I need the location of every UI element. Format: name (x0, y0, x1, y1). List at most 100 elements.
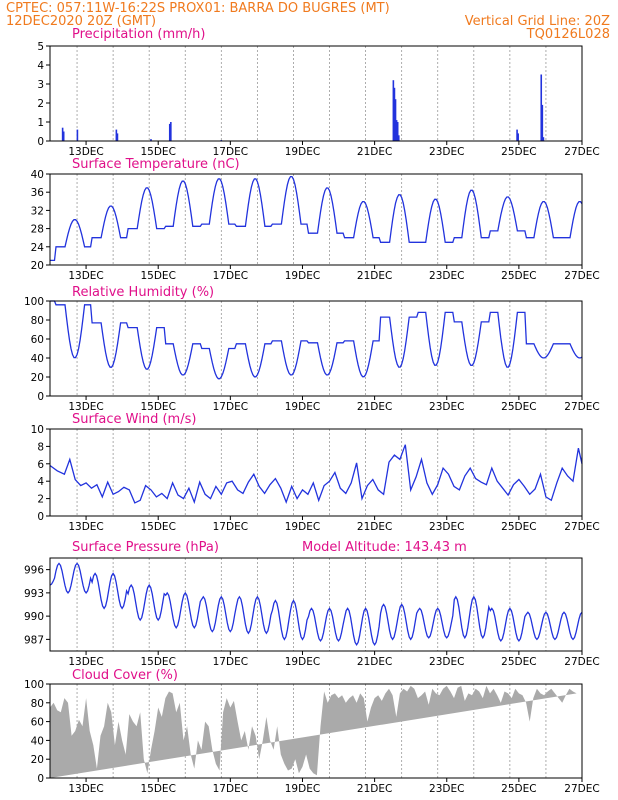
y-tick-label: 2 (37, 494, 44, 506)
y-tick-label: 0 (37, 136, 44, 148)
x-tick-label: 21DEC (357, 270, 392, 282)
x-tick-label: 17DEC (213, 146, 248, 158)
x-tick-label: 21DEC (357, 783, 392, 795)
x-tick-label: 19DEC (285, 783, 320, 795)
x-tick-label: 27DEC (564, 783, 599, 795)
x-tick-label: 25DEC (501, 146, 536, 158)
x-tick-label: 27DEC (564, 146, 599, 158)
precipitation-bar (170, 122, 172, 141)
x-tick-label: 17DEC (213, 656, 248, 668)
x-tick-label: 17DEC (213, 401, 248, 413)
precipitation-bar (517, 133, 519, 141)
x-tick-label: 19DEC (285, 146, 320, 158)
y-tick-label: 987 (24, 634, 44, 646)
x-tick-label: 27DEC (564, 521, 599, 533)
y-tick-label: 32 (31, 205, 44, 217)
precipitation-bar (397, 135, 400, 141)
panel-frame (49, 173, 583, 266)
x-tick-label: 27DEC (564, 401, 599, 413)
header-datetime: 12DEC2020 20Z (GMT) (6, 14, 156, 29)
y-tick-label: 20 (31, 260, 44, 272)
y-tick-label: 24 (31, 242, 45, 254)
y-tick-label: 60 (31, 717, 44, 729)
precipitation-bar (395, 120, 398, 141)
x-tick-label: 13DEC (68, 521, 103, 533)
y-tick-label: 20 (31, 372, 44, 384)
x-tick-label: 15DEC (140, 401, 175, 413)
y-tick-label: 6 (37, 459, 44, 471)
precipitation-bar (62, 131, 65, 141)
x-tick-label: 13DEC (68, 401, 103, 413)
precipitation-bar (115, 129, 118, 141)
wind-panel: 0 2 4 6 8 10 13DEC 15DEC 17DEC 19DEC 21DEC 23DEC 25D… (31, 424, 600, 533)
x-tick-label: 15DEC (140, 656, 175, 668)
x-tick-label: 15DEC (140, 521, 175, 533)
x-tick-label: 23DEC (429, 401, 464, 413)
x-tick-label: 23DEC (429, 270, 464, 282)
y-tick-label: 20 (31, 754, 44, 766)
x-tick-label: 21DEC (357, 401, 392, 413)
y-tick-label: 28 (31, 224, 44, 236)
precipitation-bar (61, 127, 64, 141)
header-model-code: TQ0126L028 (526, 27, 610, 42)
y-tick-label: 3 (37, 79, 44, 91)
x-tick-label: 13DEC (68, 270, 103, 282)
temperature-panel: 20 24 28 32 36 40 13DEC 15DEC 17DEC 19DEC 21DEC 23D… (31, 169, 600, 282)
y-tick-label: 990 (24, 611, 44, 623)
x-tick-label: 17DEC (213, 270, 248, 282)
precipitation-bar (396, 122, 399, 141)
y-tick-label: 36 (31, 187, 45, 199)
x-tick-label: 23DEC (429, 656, 464, 668)
panel-frame (49, 557, 583, 652)
y-tick-label: 1 (37, 117, 44, 129)
x-tick-label: 27DEC (564, 270, 599, 282)
x-tick-label: 25DEC (501, 401, 536, 413)
panel-title-pressure: Surface Pressure (hPa) (72, 540, 219, 555)
panel-frame (49, 300, 583, 397)
panel-frame (49, 683, 583, 779)
y-tick-label: 0 (37, 773, 44, 785)
precipitation-bar (150, 139, 152, 141)
y-tick-label: 996 (24, 565, 44, 577)
x-tick-label: 17DEC (213, 783, 248, 795)
y-tick-label: 993 (24, 588, 44, 600)
humidity-panel: 0 20 40 60 80 100 13DEC 15DEC 17DEC 19DEC 21DEC 23D… (24, 296, 600, 413)
y-tick-label: 40 (31, 353, 44, 365)
x-tick-label: 19DEC (285, 656, 320, 668)
x-tick-label: 23DEC (429, 146, 464, 158)
y-tick-label: 5 (37, 41, 44, 53)
panel-title-cloud-cover: Cloud Cover (%) (72, 668, 178, 683)
series-line (49, 562, 583, 647)
series-line (50, 300, 583, 380)
x-tick-label: 25DEC (501, 521, 536, 533)
series-line (50, 175, 583, 262)
y-tick-label: 4 (37, 476, 44, 488)
header-location: CPTEC: 057:11W-16:22S PROX01: BARRA DO B… (6, 1, 390, 16)
y-tick-label: 80 (31, 698, 44, 710)
pressure-model-altitude: Model Altitude: 143.43 m (302, 540, 467, 555)
cloud-cover-area (50, 685, 577, 778)
precipitation-bar (540, 74, 543, 141)
x-tick-label: 13DEC (68, 783, 103, 795)
y-tick-label: 0 (37, 391, 44, 403)
precipitation-bar (542, 137, 545, 141)
panel-frame (49, 45, 583, 142)
x-tick-label: 13DEC (68, 656, 103, 668)
x-tick-label: 27DEC (564, 656, 599, 668)
y-tick-label: 100 (24, 296, 44, 308)
x-tick-label: 19DEC (285, 270, 320, 282)
x-tick-label: 19DEC (285, 401, 320, 413)
x-tick-label: 25DEC (501, 270, 536, 282)
x-tick-label: 15DEC (140, 783, 175, 795)
y-tick-label: 80 (31, 315, 44, 327)
y-tick-label: 40 (31, 169, 44, 181)
cloud-cover-panel: 0 20 40 60 80 100 13DEC 15DEC 17DEC 19DEC 21DEC 23D… (24, 679, 600, 795)
y-tick-label: 8 (37, 441, 44, 453)
x-tick-label: 25DEC (501, 656, 536, 668)
precipitation-bar (393, 87, 396, 141)
y-tick-label: 10 (31, 424, 44, 436)
y-tick-label: 60 (31, 334, 44, 346)
header-grid-note: Vertical Grid Line: 20Z (465, 14, 610, 29)
x-tick-label: 17DEC (213, 521, 248, 533)
